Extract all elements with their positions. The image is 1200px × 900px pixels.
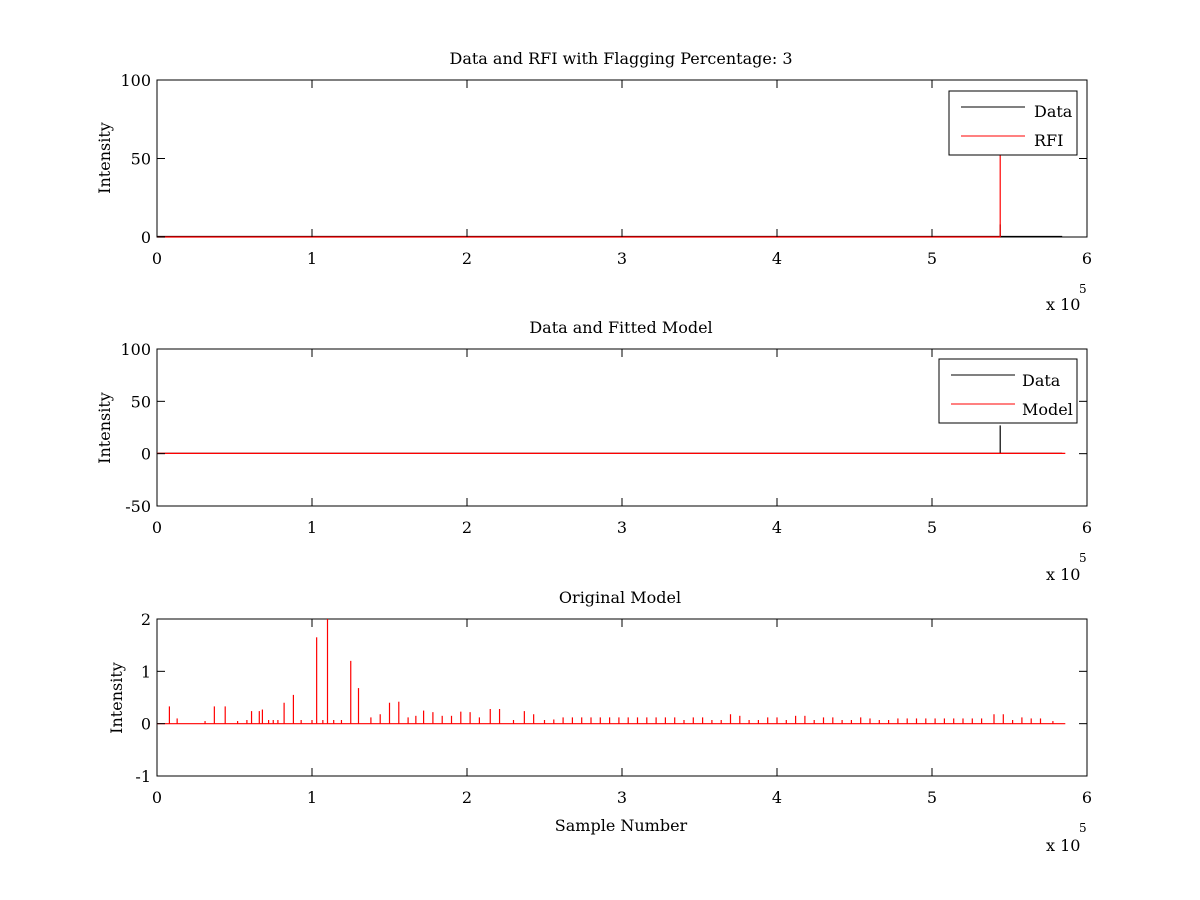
y-tick-label: 0: [141, 715, 151, 734]
x-tick-label: 4: [772, 518, 782, 537]
x-tick-label: 4: [772, 249, 782, 268]
x-tick-label: 3: [617, 788, 627, 807]
x-tick-label: 6: [1082, 518, 1092, 537]
x-tick-label: 0: [152, 788, 162, 807]
panel-1-ylabel: Intensity: [95, 122, 114, 194]
panel-1-title: Data and RFI with Flagging Percentage: 3: [449, 49, 792, 68]
y-tick-label: 100: [120, 71, 151, 90]
x-tick-label: 5: [927, 518, 937, 537]
x-tick-label: 1: [307, 518, 317, 537]
panel-2-ylabel: Intensity: [95, 392, 114, 464]
panel-1-x-exponent: 5: [1079, 282, 1087, 296]
x-tick-label: 2: [462, 788, 472, 807]
x-tick-label: 2: [462, 518, 472, 537]
y-tick-label: 0: [141, 445, 151, 464]
panel-2-legend-box: [938, 358, 1078, 424]
x-tick-label: 6: [1082, 788, 1092, 807]
x-tick-label: 1: [307, 788, 317, 807]
panel-2-x-exponent: 5: [1079, 551, 1087, 565]
x-tick-label: 1: [307, 249, 317, 268]
y-tick-label: 100: [120, 340, 151, 359]
panel-3-axes-frame: [156, 618, 1088, 777]
y-tick-label: 2: [141, 610, 151, 629]
panel-3-ylabel: Intensity: [107, 662, 126, 734]
panel-3-x-exponent: 5: [1079, 821, 1087, 835]
panel-2-legend: Data Model: [938, 358, 1078, 424]
y-tick-label: 50: [131, 392, 151, 411]
panel-1-legend: Data RFI: [948, 90, 1078, 156]
x-tick-label: 5: [927, 788, 937, 807]
panel-1-ticks: 0 1 2 3 4 5 6 0 50 100: [120, 71, 1092, 268]
y-tick-label: -1: [135, 767, 151, 786]
panel-2-plot: [157, 425, 1066, 454]
x-tick-label: 3: [617, 518, 627, 537]
x-tick-label: 2: [462, 249, 472, 268]
panel-3-title: Original Model: [559, 588, 681, 607]
panel-3-xlabel: Sample Number: [555, 816, 688, 835]
x-tick-label: 6: [1082, 249, 1092, 268]
panel-2-legend-label-data: Data: [1022, 371, 1061, 390]
panel-1: Data and RFI with Flagging Percentage: 3…: [95, 49, 1092, 314]
panel-1-axes-frame: [156, 79, 1088, 238]
panel-1-plot: [157, 155, 1063, 238]
y-tick-label: -50: [125, 497, 151, 516]
panel-2-x-multiplier: x 10: [1046, 565, 1080, 584]
x-tick-label: 5: [927, 249, 937, 268]
x-tick-label: 4: [772, 788, 782, 807]
y-tick-label: 1: [141, 662, 151, 681]
panel-3-x-multiplier: x 10: [1046, 836, 1080, 855]
y-tick-label: 0: [141, 228, 151, 247]
x-tick-label: 0: [152, 518, 162, 537]
panel-2-axes-frame: [156, 348, 1088, 507]
panel-1-legend-box: [948, 90, 1078, 156]
panel-3-plot: [157, 619, 1066, 725]
x-tick-label: 0: [152, 249, 162, 268]
panel-1-legend-label-rfi: RFI: [1034, 131, 1063, 150]
y-tick-label: 50: [131, 150, 151, 169]
panel-2-title: Data and Fitted Model: [529, 318, 712, 337]
panel-1-legend-label-data: Data: [1034, 102, 1073, 121]
panel-1-x-multiplier: x 10: [1046, 295, 1080, 314]
panel-2-legend-label-model: Model: [1022, 400, 1073, 419]
x-tick-label: 3: [617, 249, 627, 268]
